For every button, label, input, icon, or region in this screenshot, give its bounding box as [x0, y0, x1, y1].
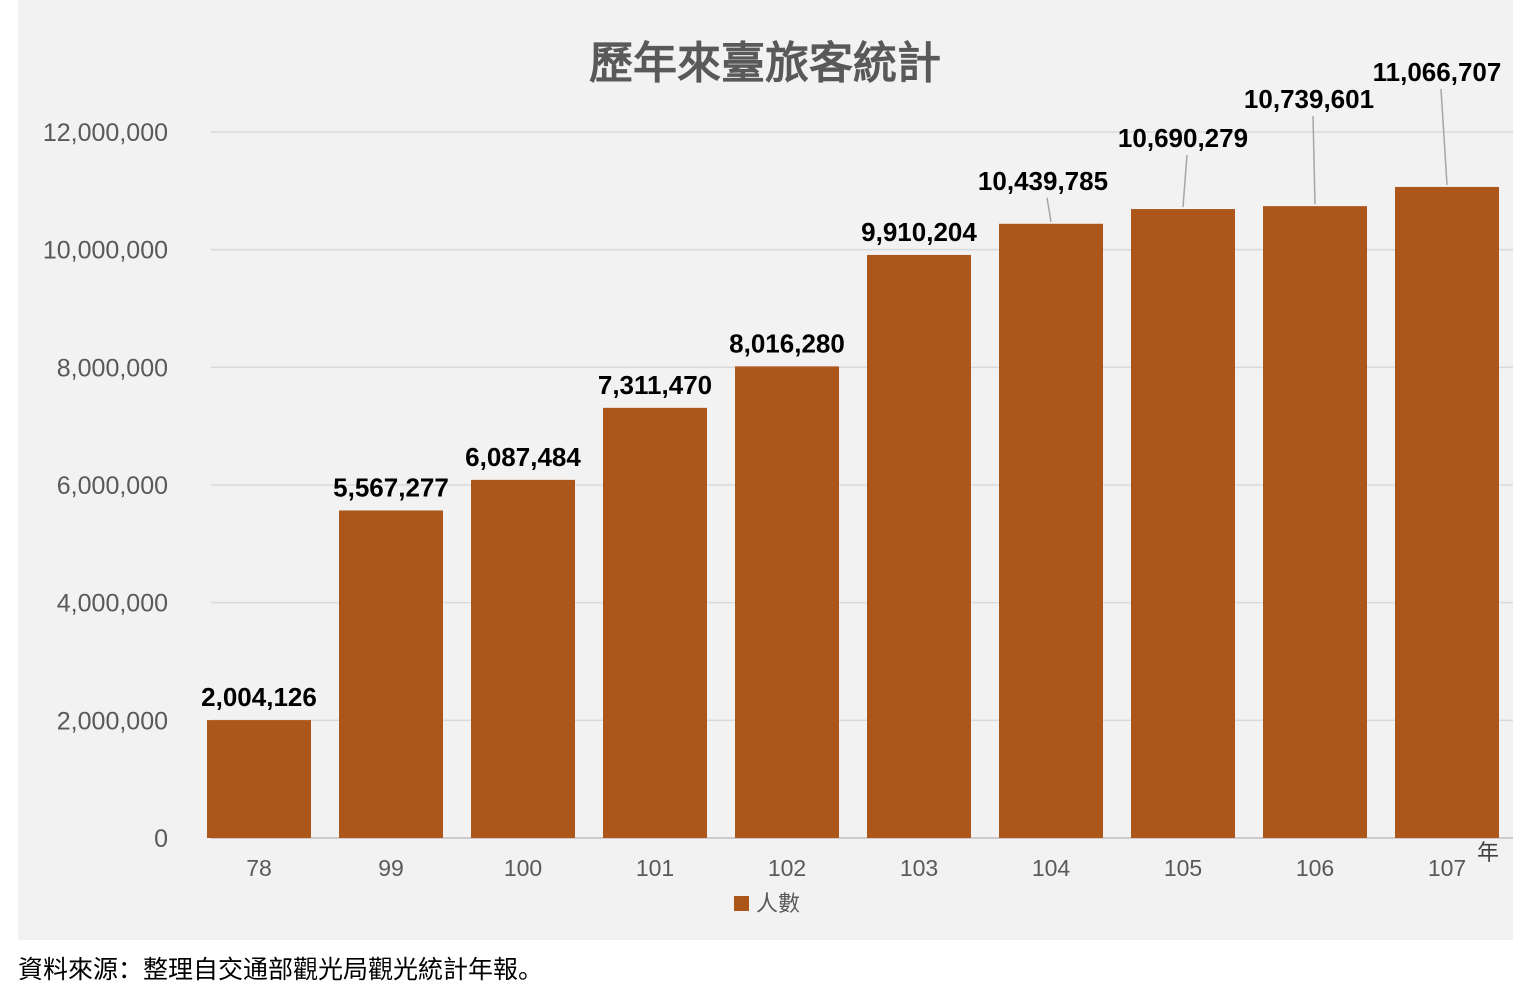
bar [735, 366, 839, 838]
data-labels: 2,004,126 5,567,277 6,087,484 7,311,470 8,01… [201, 57, 1501, 712]
data-label: 7,311,470 [598, 370, 712, 400]
source-note: 資料來源：整理自交通部觀光局觀光統計年報。 [18, 955, 544, 984]
y-tick-label: 0 [154, 825, 168, 853]
leader-line [1046, 197, 1052, 222]
bars [207, 186, 1499, 839]
y-axis-ticks: 0 2,000,000 4,000,000 6,000,000 8,000,000 10,… [43, 119, 168, 853]
leader-line [1182, 154, 1188, 208]
data-label: 11,066,707 [1373, 57, 1502, 87]
bar [999, 223, 1103, 838]
x-tick-label: 105 [1164, 855, 1202, 881]
x-axis-ticks: 78 99 100 101 102 103 104 105 106 107 [246, 855, 1466, 881]
legend: 人數 [734, 892, 800, 917]
y-tick-label: 4,000,000 [57, 590, 168, 618]
bar [1395, 186, 1499, 838]
data-label: 9,910,204 [861, 217, 977, 247]
data-label: 8,016,280 [729, 328, 845, 358]
x-tick-label: 102 [768, 855, 806, 881]
x-tick-label: 101 [636, 855, 674, 881]
data-label: 10,439,785 [978, 166, 1108, 196]
data-label: 2,004,126 [201, 682, 317, 712]
data-label: 5,567,277 [333, 472, 449, 502]
leader-line [1312, 116, 1316, 205]
chart-title: 歷年來臺旅客統計 [589, 38, 941, 89]
bar [207, 720, 311, 838]
legend-swatch [734, 896, 749, 911]
x-tick-label: 100 [504, 855, 542, 881]
x-tick-label: 103 [900, 855, 938, 881]
x-tick-label: 107 [1428, 855, 1466, 881]
y-tick-label: 10,000,000 [43, 237, 168, 265]
y-tick-label: 12,000,000 [43, 119, 168, 147]
x-tick-label: 104 [1032, 855, 1071, 881]
legend-label: 人數 [756, 892, 800, 917]
bar [1263, 206, 1367, 839]
data-label: 10,690,279 [1118, 123, 1248, 153]
data-label: 10,739,601 [1244, 84, 1374, 114]
chart-area: 歷年來臺旅客統計 0 2,000,000 4,000,000 6,000,000 8,0… [18, 0, 1513, 940]
y-tick-label: 2,000,000 [57, 707, 168, 735]
y-tick-label: 6,000,000 [57, 472, 168, 500]
x-tick-label: 78 [246, 855, 272, 881]
bar [1131, 209, 1235, 839]
x-tick-label: 106 [1296, 855, 1334, 881]
x-axis-unit: 年 [1477, 841, 1499, 866]
bar-chart: 歷年來臺旅客統計 0 2,000,000 4,000,000 6,000,000 8,0… [43, 38, 1513, 917]
y-tick-label: 8,000,000 [57, 354, 168, 382]
leader-lines [1046, 88, 1448, 222]
bar [867, 254, 971, 839]
x-tick-label: 99 [378, 855, 404, 881]
bar [471, 479, 575, 838]
data-label: 6,087,484 [465, 442, 581, 472]
leader-line [1440, 88, 1448, 185]
bar [339, 510, 443, 838]
bar [603, 407, 707, 838]
